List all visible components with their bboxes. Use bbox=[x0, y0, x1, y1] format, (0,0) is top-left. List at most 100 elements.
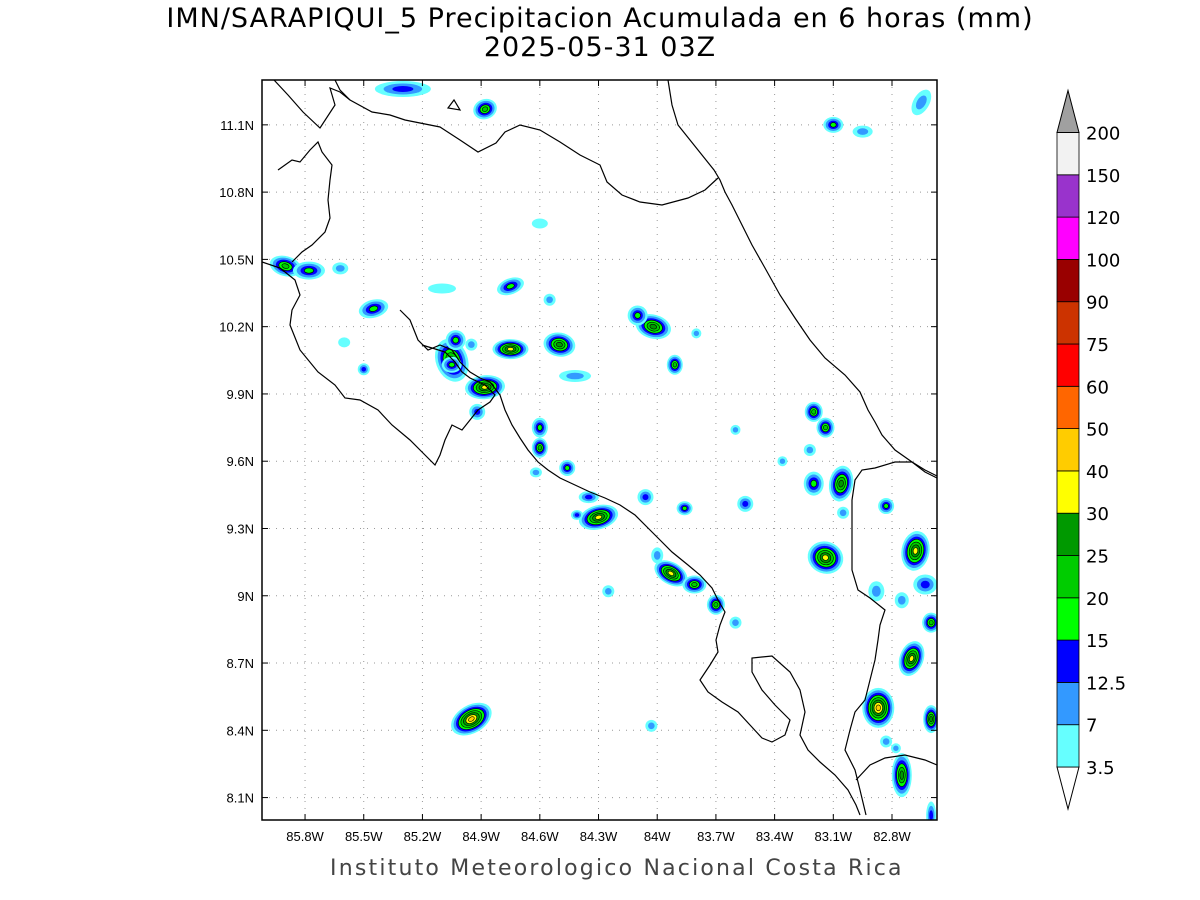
rain-cell bbox=[654, 560, 688, 587]
rain-contour bbox=[481, 106, 489, 112]
rain-contour bbox=[871, 585, 881, 597]
rain-cell-minor bbox=[602, 585, 615, 598]
colorbar-segment bbox=[1056, 428, 1080, 472]
panama-coast-south bbox=[855, 754, 937, 781]
rain-contour bbox=[929, 810, 934, 820]
rain-contour bbox=[338, 337, 351, 348]
rain-cell-minor bbox=[922, 612, 937, 633]
rain-contour bbox=[468, 716, 475, 722]
rain-contour bbox=[642, 494, 649, 501]
rain-contour bbox=[537, 424, 543, 431]
rain-cell-minor bbox=[913, 574, 937, 595]
lat-tick-label: 9.6N bbox=[227, 454, 254, 469]
rain-cell-minor bbox=[706, 594, 725, 615]
rain-contour bbox=[691, 582, 698, 587]
rain-cell bbox=[901, 531, 930, 571]
rain-cell-minor bbox=[473, 98, 497, 120]
caribbean-coast bbox=[667, 80, 937, 479]
rain-contour bbox=[882, 738, 890, 745]
rain-cell-minor bbox=[730, 424, 741, 435]
rain-cell-minor bbox=[691, 328, 702, 339]
rain-contour bbox=[667, 570, 674, 576]
footer-credit: Instituto Meteorologico Nacional Costa R… bbox=[330, 856, 904, 881]
colorbar-segment bbox=[1056, 682, 1080, 726]
rain-contour bbox=[452, 336, 459, 344]
rain-contour bbox=[912, 547, 919, 555]
rain-cell-minor bbox=[804, 401, 823, 422]
rain-cell-minor bbox=[878, 498, 895, 515]
rain-cell-minor bbox=[627, 305, 648, 326]
lon-tick-label: 84W bbox=[644, 829, 671, 844]
rain-contour bbox=[928, 620, 934, 626]
rain-contour bbox=[909, 655, 915, 662]
rain-cell-minor bbox=[357, 363, 370, 376]
northern-border bbox=[273, 80, 719, 206]
plot-frame bbox=[261, 79, 938, 821]
colorbar-label: 7 bbox=[1086, 716, 1097, 737]
map-grid bbox=[262, 80, 937, 820]
island-north bbox=[446, 98, 462, 111]
rain-contour bbox=[732, 427, 739, 433]
rain-cell-minor bbox=[651, 547, 664, 564]
rain-cell bbox=[543, 332, 576, 357]
colorbar-segment bbox=[1056, 555, 1080, 599]
rain-contour bbox=[839, 509, 847, 517]
lat-tick-label: 9N bbox=[237, 589, 254, 604]
lat-tick-label: 8.4N bbox=[227, 723, 254, 738]
colorbar-segment bbox=[1056, 174, 1080, 218]
lon-tick-label: 85.2W bbox=[404, 829, 442, 844]
lon-tick-label: 85.8W bbox=[286, 829, 324, 844]
rain-cell bbox=[807, 541, 844, 574]
rain-cell-minor bbox=[531, 218, 548, 229]
rain-contour bbox=[693, 330, 700, 337]
rain-cell-minor bbox=[358, 299, 389, 319]
colorbar-segment bbox=[1056, 639, 1080, 683]
rain-contour bbox=[566, 372, 584, 380]
rain-contour bbox=[448, 362, 455, 368]
rain-cell-minor bbox=[529, 467, 542, 478]
colorbar-segment bbox=[1056, 343, 1080, 387]
rain-cell-minor bbox=[682, 575, 707, 594]
rain-contour bbox=[304, 267, 314, 274]
rain-contour bbox=[507, 347, 514, 352]
lon-tick-label: 83.4W bbox=[756, 829, 794, 844]
rain-contour bbox=[830, 122, 837, 128]
colorbar: 3.5 7 12.5 15 20 25 30 40 50 60 75 90 100 120 150 200 bbox=[1056, 88, 1126, 811]
rain-cell-minor bbox=[803, 471, 824, 496]
colorbar-label: 120 bbox=[1086, 208, 1120, 229]
colorbar-segment bbox=[1056, 216, 1080, 260]
lat-tick-label: 10.5N bbox=[219, 252, 254, 267]
rain-cell-minor bbox=[890, 743, 901, 754]
rain-contour bbox=[468, 341, 475, 348]
lon-tick-label: 83.1W bbox=[815, 829, 853, 844]
lat-tick-label: 8.7N bbox=[227, 656, 254, 671]
rain-contour bbox=[897, 595, 906, 605]
rain-contour bbox=[915, 95, 927, 110]
rain-contour bbox=[649, 323, 658, 330]
colorbar-label: 60 bbox=[1086, 377, 1109, 398]
rain-contour bbox=[920, 580, 930, 589]
rain-cell-minor bbox=[823, 116, 844, 133]
rain-cell-minor bbox=[777, 456, 788, 467]
rain-cell-minor bbox=[637, 489, 654, 506]
rain-cell-minor bbox=[531, 417, 548, 438]
lon-tick-label: 83.7W bbox=[697, 829, 735, 844]
lon-tick-label: 84.9W bbox=[462, 829, 500, 844]
lon-tick-label: 82.8W bbox=[873, 829, 911, 844]
colorbar-label: 3.5 bbox=[1086, 758, 1115, 779]
rain-contour bbox=[428, 283, 456, 294]
rain-cell-minor bbox=[332, 262, 349, 275]
rain-cell-minor bbox=[428, 283, 456, 294]
rain-cell-minor bbox=[497, 277, 524, 296]
rain-contour bbox=[532, 469, 540, 476]
colorbar-lower-arrow bbox=[1056, 766, 1080, 811]
rain-cell bbox=[891, 753, 912, 798]
colorbar-segment bbox=[1056, 597, 1080, 641]
rain-cell bbox=[492, 339, 529, 360]
rain-cell-minor bbox=[803, 444, 816, 456]
colorbar-label: 30 bbox=[1086, 504, 1109, 525]
lon-tick-label: 84.6W bbox=[521, 829, 559, 844]
rain-contour bbox=[546, 296, 553, 304]
precipitation-field bbox=[269, 80, 937, 820]
rain-cell-minor bbox=[729, 616, 742, 629]
